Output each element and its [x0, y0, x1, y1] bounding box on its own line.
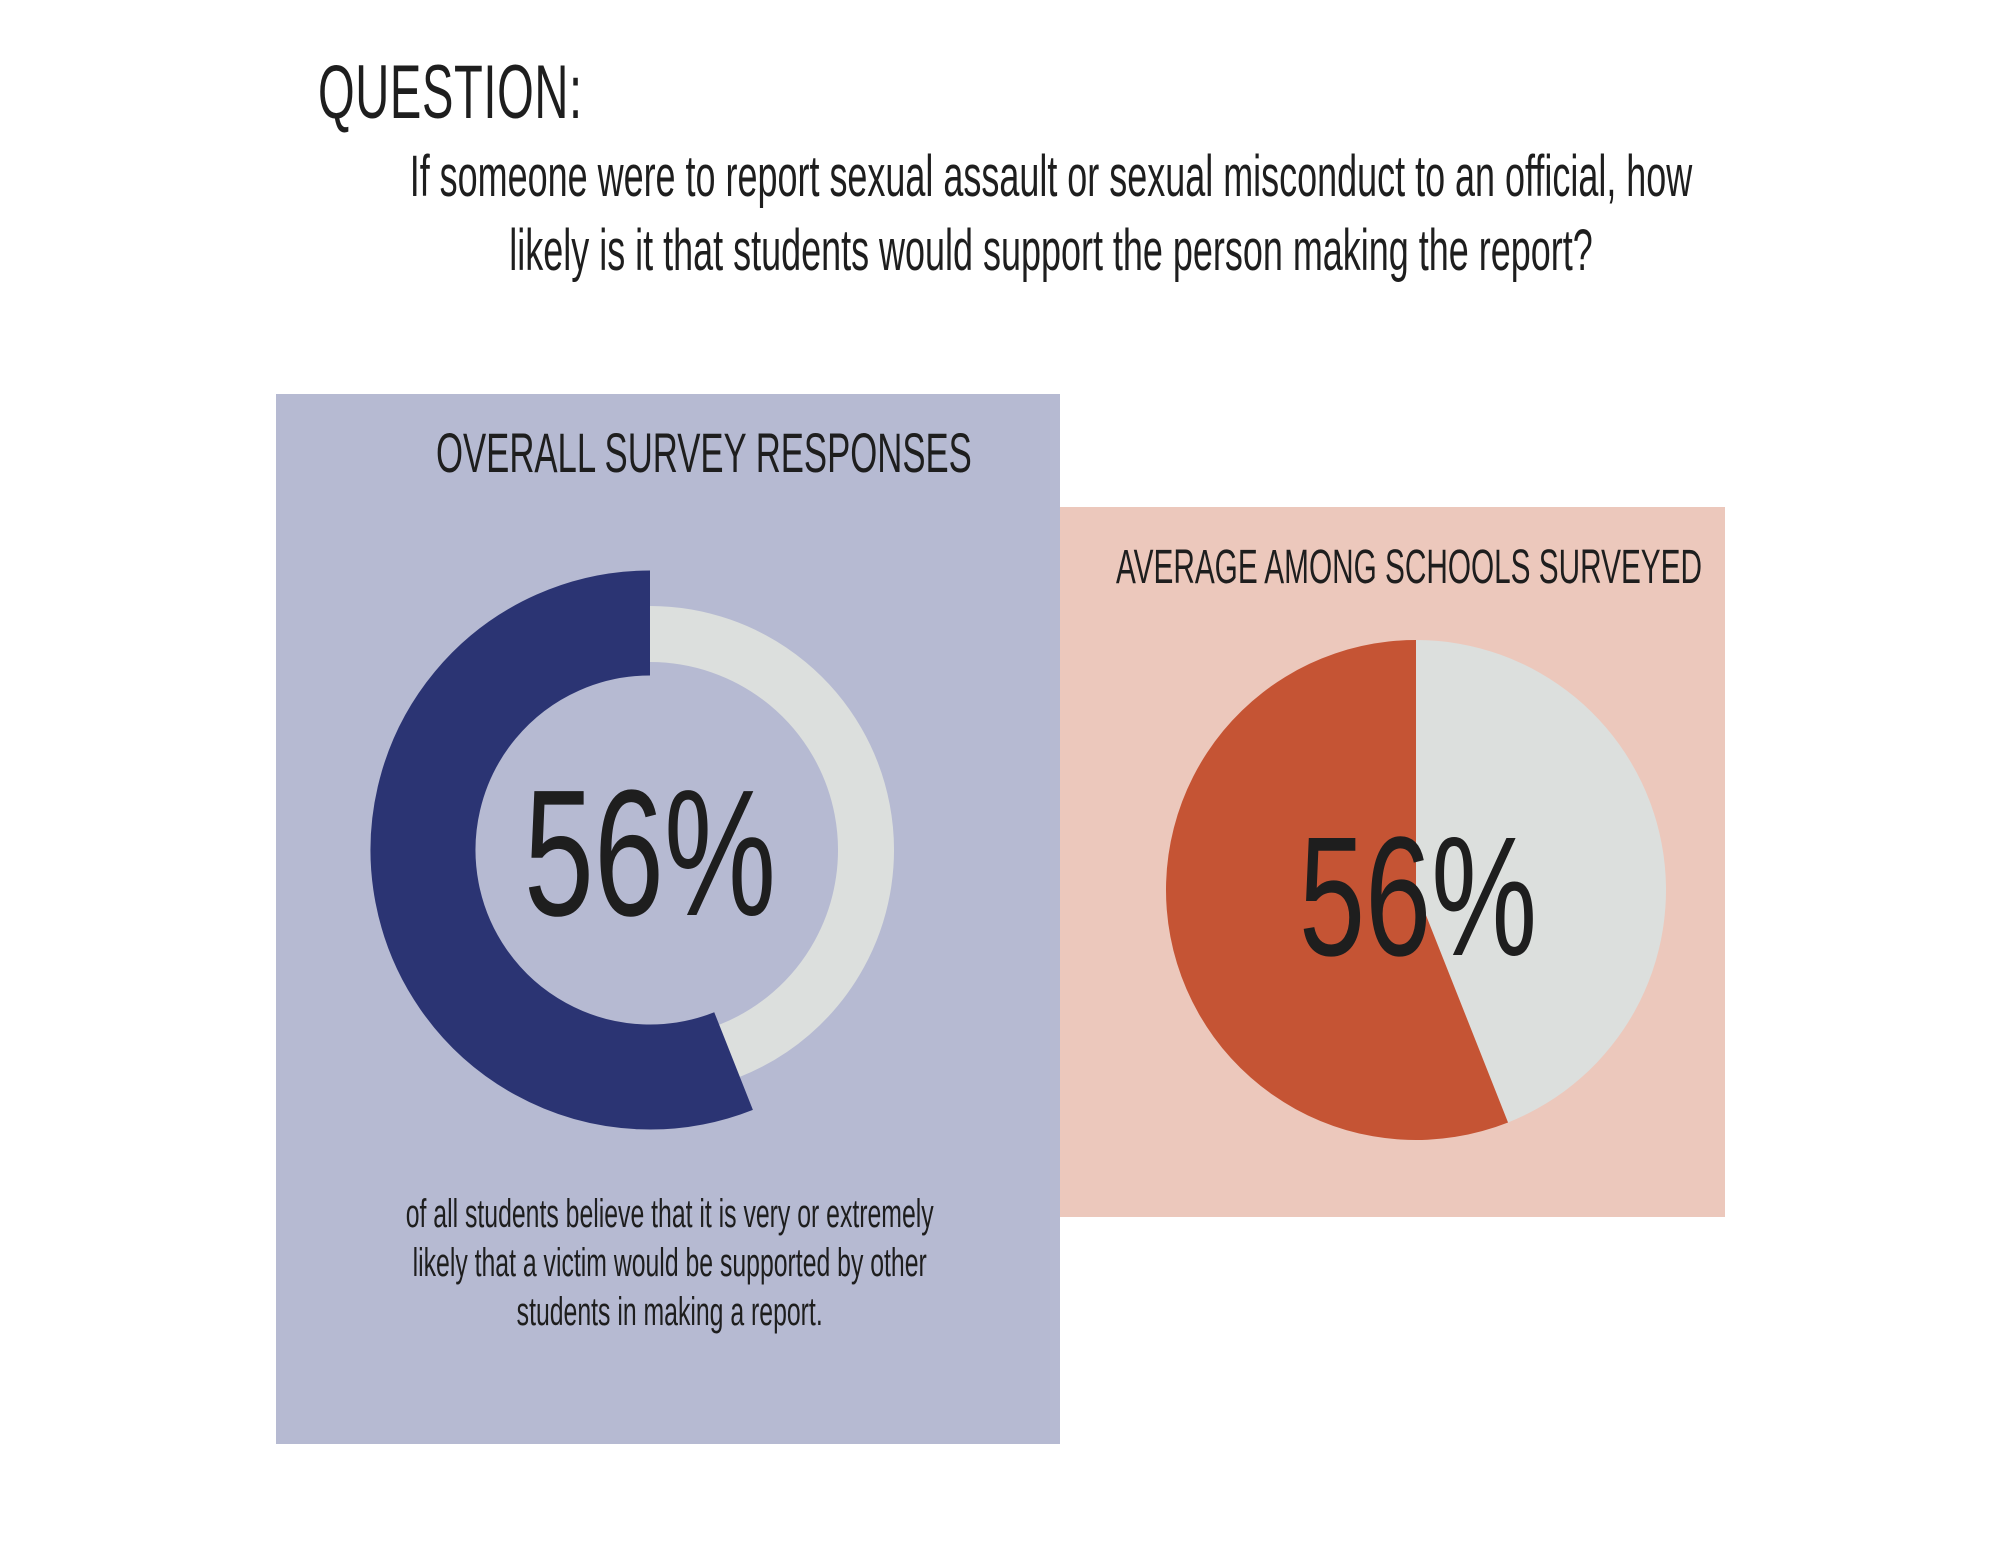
- question-text: If someone were to report sexual assault…: [409, 144, 1693, 283]
- average-pie-chart: [1165, 640, 1667, 1141]
- question-wrap: If someone were to report sexual assault…: [400, 140, 1700, 370]
- donut-segment-remainder: [649, 606, 894, 1077]
- caption-wrap: of all students believe that it is very …: [400, 1190, 940, 1400]
- caption-text: of all students believe that it is very …: [405, 1192, 934, 1334]
- donut-segment-primary: [370, 570, 753, 1130]
- average-percent-label: 56%: [1299, 802, 1537, 992]
- pie-slice-remainder: [1416, 640, 1667, 1123]
- pie-slice-primary: [1165, 640, 1509, 1141]
- overall-heading: OVERALL SURVEY RESPONSES: [436, 421, 972, 484]
- question-label: QUESTION:: [318, 50, 583, 135]
- average-heading: AVERAGE AMONG SCHOOLS SURVEYED: [1116, 541, 1702, 594]
- overall-donut-chart: [370, 570, 894, 1130]
- overall-percent-label: 56%: [524, 752, 776, 954]
